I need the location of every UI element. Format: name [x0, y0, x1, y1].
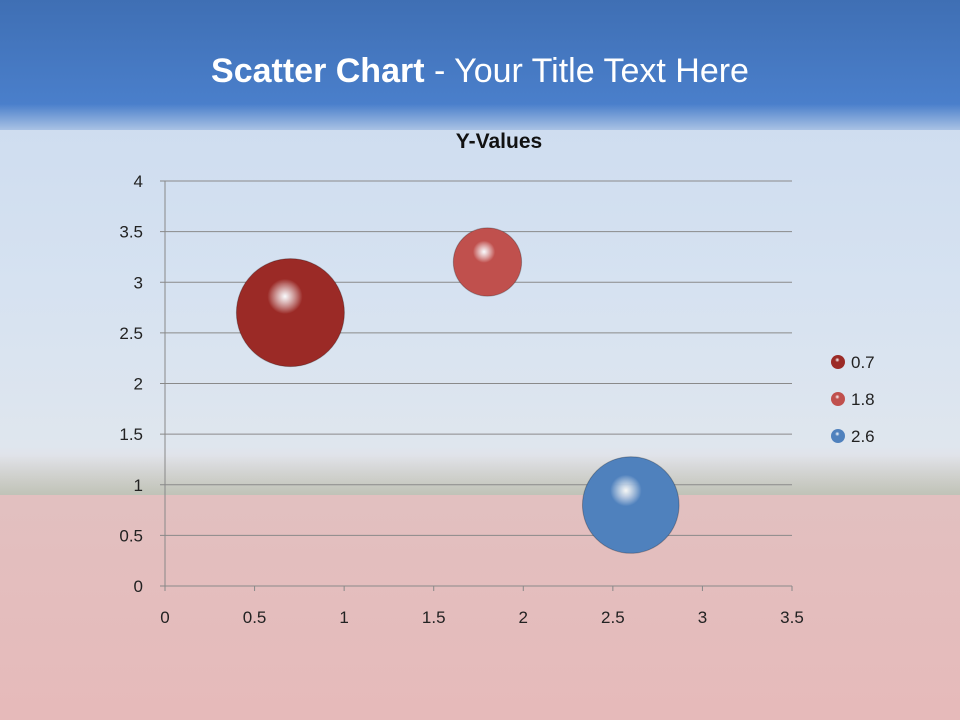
y-tick-label: 1.5 [119, 425, 143, 444]
legend-label: 1.8 [851, 390, 875, 409]
bubble-1.8[interactable] [452, 227, 523, 297]
legend-label: 2.6 [851, 427, 875, 446]
legend-marker [831, 429, 845, 443]
x-tick-label: 2 [519, 608, 528, 627]
chart-title: Y-Values [456, 130, 542, 153]
y-tick-label: 2.5 [119, 324, 143, 343]
legend-label: 0.7 [851, 353, 875, 372]
legend-marker [831, 355, 845, 369]
x-tick-label: 3 [698, 608, 707, 627]
title-rest: - Your Title Text Here [424, 52, 749, 90]
y-tick-label: 2 [134, 375, 143, 394]
x-tick-label: 1.5 [422, 608, 446, 627]
bubble-0.7[interactable] [235, 258, 345, 368]
x-tick-label: 3.5 [780, 608, 804, 627]
background-trees [0, 455, 960, 500]
title-bold: Scatter Chart [211, 52, 425, 90]
y-tick-label: 3.5 [119, 223, 143, 242]
title-bar [0, 0, 960, 130]
slide-title[interactable]: Scatter Chart - Your Title Text Here [0, 52, 960, 91]
background-track [0, 495, 960, 720]
y-tick-label: 4 [134, 172, 143, 191]
x-tick-label: 0.5 [243, 608, 267, 627]
y-tick-label: 1 [134, 476, 143, 495]
y-tick-label: 3 [134, 273, 143, 292]
legend-marker [831, 392, 845, 406]
x-tick-label: 0 [160, 608, 169, 627]
x-tick-label: 2.5 [601, 608, 625, 627]
y-tick-label: 0.5 [119, 526, 143, 545]
bubble-2.6[interactable] [581, 456, 680, 554]
x-tick-label: 1 [339, 608, 348, 627]
y-tick-label: 0 [134, 577, 143, 596]
